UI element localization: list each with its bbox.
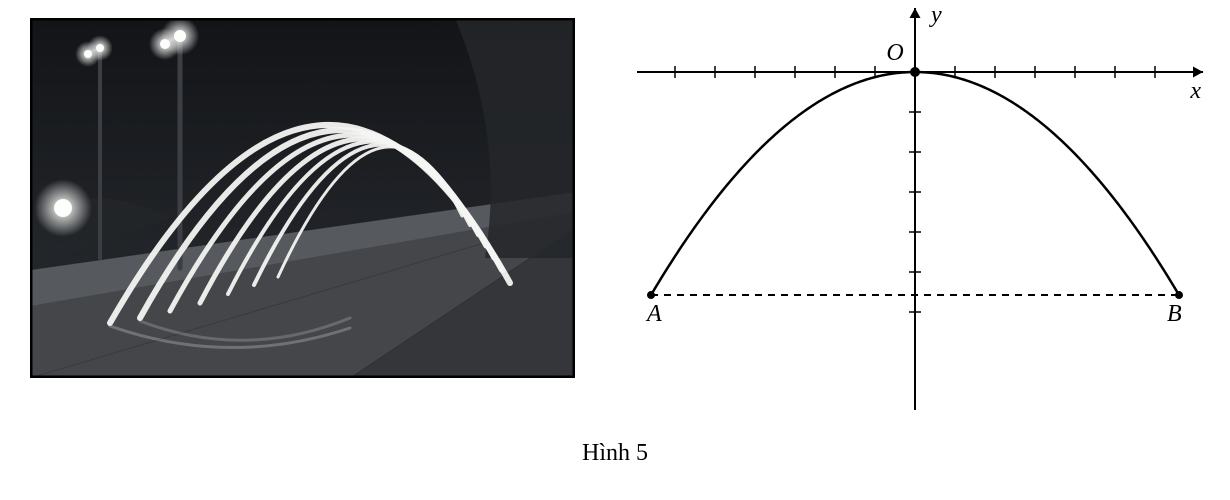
fountain-photo-illustration [30, 18, 575, 378]
page-root: A Bx yO Hình 5 [0, 0, 1230, 500]
parabola-chart: A Bx yO [625, 0, 1215, 420]
label-b: B [1167, 301, 1182, 327]
point-a [647, 291, 655, 299]
x-axis-label: x [1189, 78, 1201, 104]
figure-caption: Hình 5 [0, 440, 1230, 467]
parabola-chart-svg: A Bx yO [625, 0, 1215, 420]
point-b [1175, 291, 1183, 299]
label-a: A [645, 301, 662, 327]
point-origin [910, 67, 920, 77]
photo-panel [30, 18, 575, 378]
origin-label: O [886, 40, 903, 66]
y-axis-label: y [929, 2, 942, 28]
